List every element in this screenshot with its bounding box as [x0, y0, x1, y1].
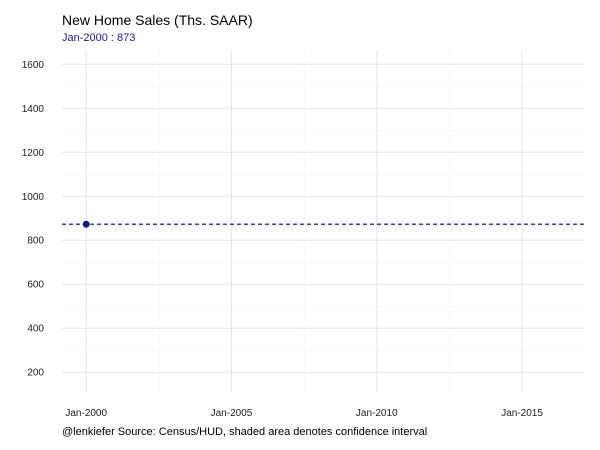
- major-gridlines: [62, 50, 585, 392]
- y-tick-label: 200: [27, 368, 44, 379]
- y-tick-label: 800: [27, 236, 44, 247]
- x-tick-label: Jan-2015: [501, 408, 543, 419]
- minor-gridlines: [62, 50, 585, 392]
- x-tick-label: Jan-2000: [65, 408, 107, 419]
- data-point: [82, 220, 91, 229]
- y-tick-label: 1400: [22, 104, 45, 115]
- x-tick-label: Jan-2010: [356, 408, 398, 419]
- y-tick-label: 600: [27, 280, 44, 291]
- chart-caption: @lenkiefer Source: Census/HUD, shaded ar…: [62, 426, 428, 438]
- y-tick-label: 1200: [22, 148, 45, 159]
- chart-title: New Home Sales (Ths. SAAR): [62, 12, 253, 28]
- x-tick-label: Jan-2005: [211, 408, 253, 419]
- x-axis: Jan-2000 Jan-2005 Jan-2010 Jan-2015: [65, 408, 543, 419]
- y-tick-label: 1600: [22, 60, 45, 71]
- chart-subtitle: Jan-2000 : 873: [62, 32, 136, 44]
- y-axis: 200 400 600 800 1000 1200 1400 1600: [22, 60, 45, 379]
- series-marks: [82, 220, 91, 229]
- y-tick-label: 400: [27, 324, 44, 335]
- y-tick-label: 1000: [22, 192, 45, 203]
